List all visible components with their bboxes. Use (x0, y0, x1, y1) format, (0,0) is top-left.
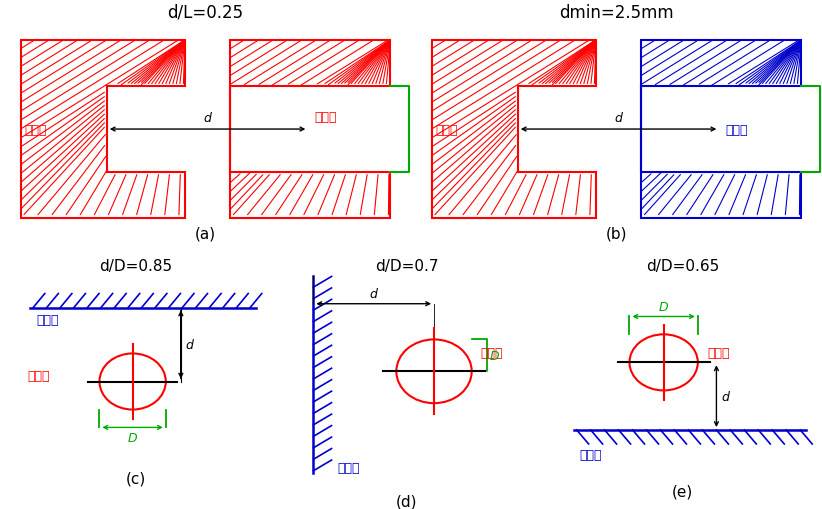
Text: D: D (127, 431, 137, 444)
Text: 热表面: 热表面 (25, 123, 47, 136)
Text: d: d (370, 288, 377, 300)
Text: D: D (658, 300, 668, 313)
Text: (a): (a) (195, 227, 216, 241)
Text: d/D=0.7: d/D=0.7 (375, 258, 439, 273)
Text: 热表面: 热表面 (27, 369, 49, 382)
Text: D: D (490, 349, 500, 362)
Text: d: d (615, 112, 622, 125)
Text: dmin=2.5mm: dmin=2.5mm (559, 4, 674, 22)
Text: d: d (204, 112, 211, 125)
Text: 冷表面: 冷表面 (36, 313, 58, 326)
Text: 热表面: 热表面 (707, 346, 730, 359)
Text: 热表面: 热表面 (481, 346, 503, 359)
Text: d/D=0.85: d/D=0.85 (99, 258, 172, 273)
Text: d: d (721, 390, 729, 403)
Text: (e): (e) (672, 484, 693, 498)
Text: 热表面: 热表面 (436, 123, 458, 136)
Text: (d): (d) (396, 494, 418, 508)
Text: 冷表面: 冷表面 (725, 123, 748, 136)
Text: d: d (186, 338, 193, 351)
Text: d/L=0.25: d/L=0.25 (168, 4, 243, 22)
Text: 冷表面: 冷表面 (580, 448, 603, 461)
Text: (c): (c) (126, 471, 145, 486)
Text: 冷表面: 冷表面 (338, 461, 360, 473)
Text: d/D=0.65: d/D=0.65 (645, 258, 719, 273)
Text: 热表面: 热表面 (314, 110, 337, 124)
Text: (b): (b) (606, 227, 627, 241)
